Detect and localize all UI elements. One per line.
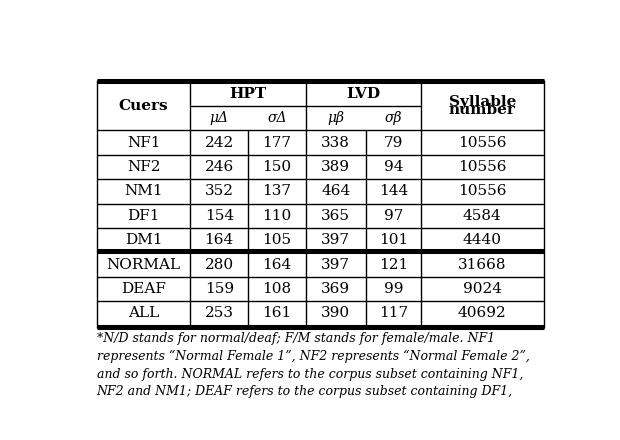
Text: NF1: NF1	[127, 136, 161, 150]
Text: 389: 389	[321, 160, 350, 174]
Text: 253: 253	[205, 306, 234, 320]
Text: 10556: 10556	[458, 136, 507, 150]
Text: 280: 280	[205, 257, 234, 271]
Text: 144: 144	[379, 184, 408, 198]
Text: DF1: DF1	[127, 209, 160, 223]
Text: 137: 137	[262, 184, 291, 198]
Text: 397: 397	[321, 233, 350, 247]
Text: 97: 97	[384, 209, 403, 223]
Text: ALL: ALL	[128, 306, 159, 320]
Text: NORMAL: NORMAL	[107, 257, 180, 271]
Text: μβ: μβ	[327, 111, 344, 125]
Text: number: number	[449, 103, 516, 117]
Text: 338: 338	[321, 136, 350, 150]
Text: 161: 161	[262, 306, 291, 320]
Text: 177: 177	[262, 136, 291, 150]
Text: 40692: 40692	[458, 306, 507, 320]
Text: 121: 121	[379, 257, 408, 271]
Text: 117: 117	[379, 306, 408, 320]
Text: 159: 159	[205, 282, 234, 296]
Text: NM1: NM1	[124, 184, 163, 198]
Text: 101: 101	[379, 233, 408, 247]
Text: DEAF: DEAF	[121, 282, 166, 296]
Text: 10556: 10556	[458, 160, 507, 174]
Text: μΔ: μΔ	[210, 111, 229, 125]
Text: 150: 150	[262, 160, 291, 174]
Text: 108: 108	[262, 282, 291, 296]
Text: 99: 99	[384, 282, 403, 296]
Text: 4584: 4584	[463, 209, 502, 223]
Text: 365: 365	[321, 209, 350, 223]
Text: 4440: 4440	[463, 233, 502, 247]
Text: 164: 164	[205, 233, 234, 247]
Text: LVD: LVD	[347, 87, 381, 101]
Text: *N/D stands for normal/deaf; F/M stands for female/male. NF1
represents “Normal : *N/D stands for normal/deaf; F/M stands …	[97, 332, 529, 398]
Text: HPT: HPT	[229, 87, 267, 101]
Text: 164: 164	[262, 257, 291, 271]
Text: 397: 397	[321, 257, 350, 271]
Text: 352: 352	[205, 184, 234, 198]
Text: 246: 246	[205, 160, 234, 174]
Text: 94: 94	[384, 160, 403, 174]
Text: 10556: 10556	[458, 184, 507, 198]
Text: 390: 390	[321, 306, 350, 320]
Text: 154: 154	[205, 209, 234, 223]
Text: 110: 110	[262, 209, 291, 223]
Text: 369: 369	[321, 282, 350, 296]
Text: 464: 464	[321, 184, 350, 198]
Text: Syllable: Syllable	[449, 95, 516, 109]
Text: 9024: 9024	[463, 282, 502, 296]
Text: 105: 105	[262, 233, 291, 247]
Text: 242: 242	[205, 136, 234, 150]
Text: NF2: NF2	[127, 160, 161, 174]
Text: DM1: DM1	[125, 233, 162, 247]
Text: σβ: σβ	[384, 111, 402, 125]
Text: Cuers: Cuers	[119, 99, 169, 113]
Text: 31668: 31668	[458, 257, 507, 271]
Text: σΔ: σΔ	[267, 111, 286, 125]
Text: 79: 79	[384, 136, 403, 150]
